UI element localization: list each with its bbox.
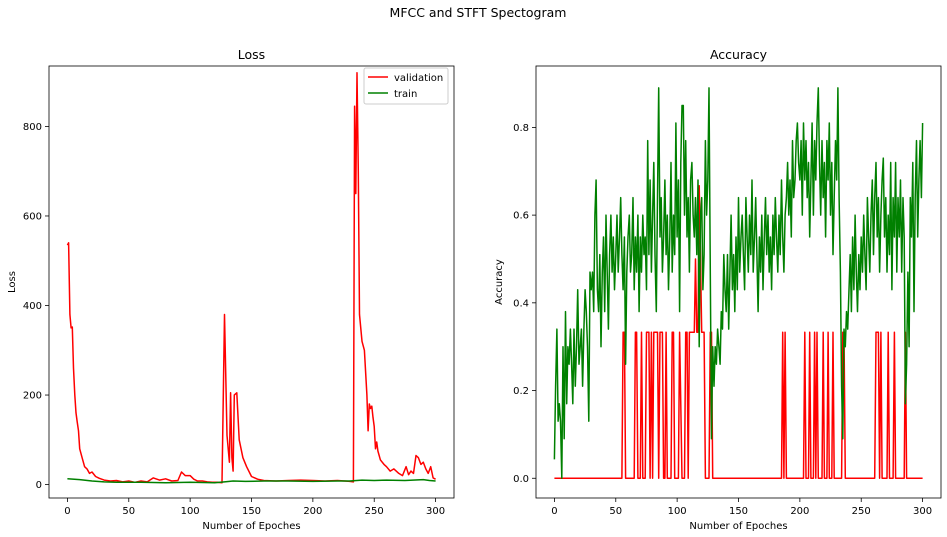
figure-suptitle: MFCC and STFT Spectogram [390,5,567,20]
loss-title: Loss [238,47,265,62]
accuracy-plot-area: 0 50 100 150 200 250 300 0.0 0.2 0.4 0.6 0.8 [513,65,942,517]
loss-y-tick-label: 600 [23,211,42,222]
loss-x-tick-label: 50 [122,506,135,517]
loss-y-tick-label: 200 [23,391,42,402]
accuracy-x-tick-label: 150 [729,506,748,517]
accuracy-y-tick-label: 0.8 [513,123,529,134]
accuracy-title: Accuracy [710,47,768,62]
accuracy-x-tick-label: 100 [668,506,687,517]
accuracy-y-tick-label: 0.6 [513,211,529,222]
loss-ylabel: Loss [7,271,18,293]
accuracy-x-tick-label: 0 [551,506,557,517]
loss-x-tick-label: 300 [426,506,445,517]
loss-validation-line [66,71,436,484]
loss-x-tick-label: 200 [303,506,322,517]
loss-x-tick-label: 150 [242,506,261,517]
loss-xlabel: Number of Epoches [202,521,300,532]
loss-plot-area: 0 50 100 150 200 250 300 0 200 400 600 800 [23,65,455,517]
loss-legend: validation train [363,67,449,105]
accuracy-y-tick-label: 0.0 [513,474,529,485]
accuracy-y-tick-label: 0.2 [513,386,529,397]
accuracy-subplot: Accuracy Number of Epoches Accuracy 0 50 1… [494,47,942,532]
accuracy-train-line [553,87,924,480]
accuracy-validation-line [554,184,923,480]
loss-train-line [67,478,436,484]
accuracy-x-tick-label: 200 [790,506,809,517]
accuracy-x-tick-label: 300 [913,506,932,517]
loss-y-tick-label: 800 [23,122,42,133]
legend-validation-label: validation [394,73,443,84]
accuracy-x-tick-label: 50 [609,506,622,517]
accuracy-x-tick-label: 250 [852,506,871,517]
accuracy-ylabel: Accuracy [494,259,505,305]
loss-y-tick-label: 400 [23,301,42,312]
loss-x-tick-label: 250 [365,506,384,517]
accuracy-xlabel: Number of Epoches [689,521,787,532]
loss-subplot: Loss Number of Epoches Loss 0 50 100 150 200… [7,47,455,532]
loss-x-tick-label: 0 [64,506,70,517]
loss-y-tick-label: 0 [36,480,42,491]
loss-x-tick-label: 100 [181,506,200,517]
accuracy-y-tick-label: 0.4 [513,298,529,309]
legend-train-label: train [394,89,417,100]
